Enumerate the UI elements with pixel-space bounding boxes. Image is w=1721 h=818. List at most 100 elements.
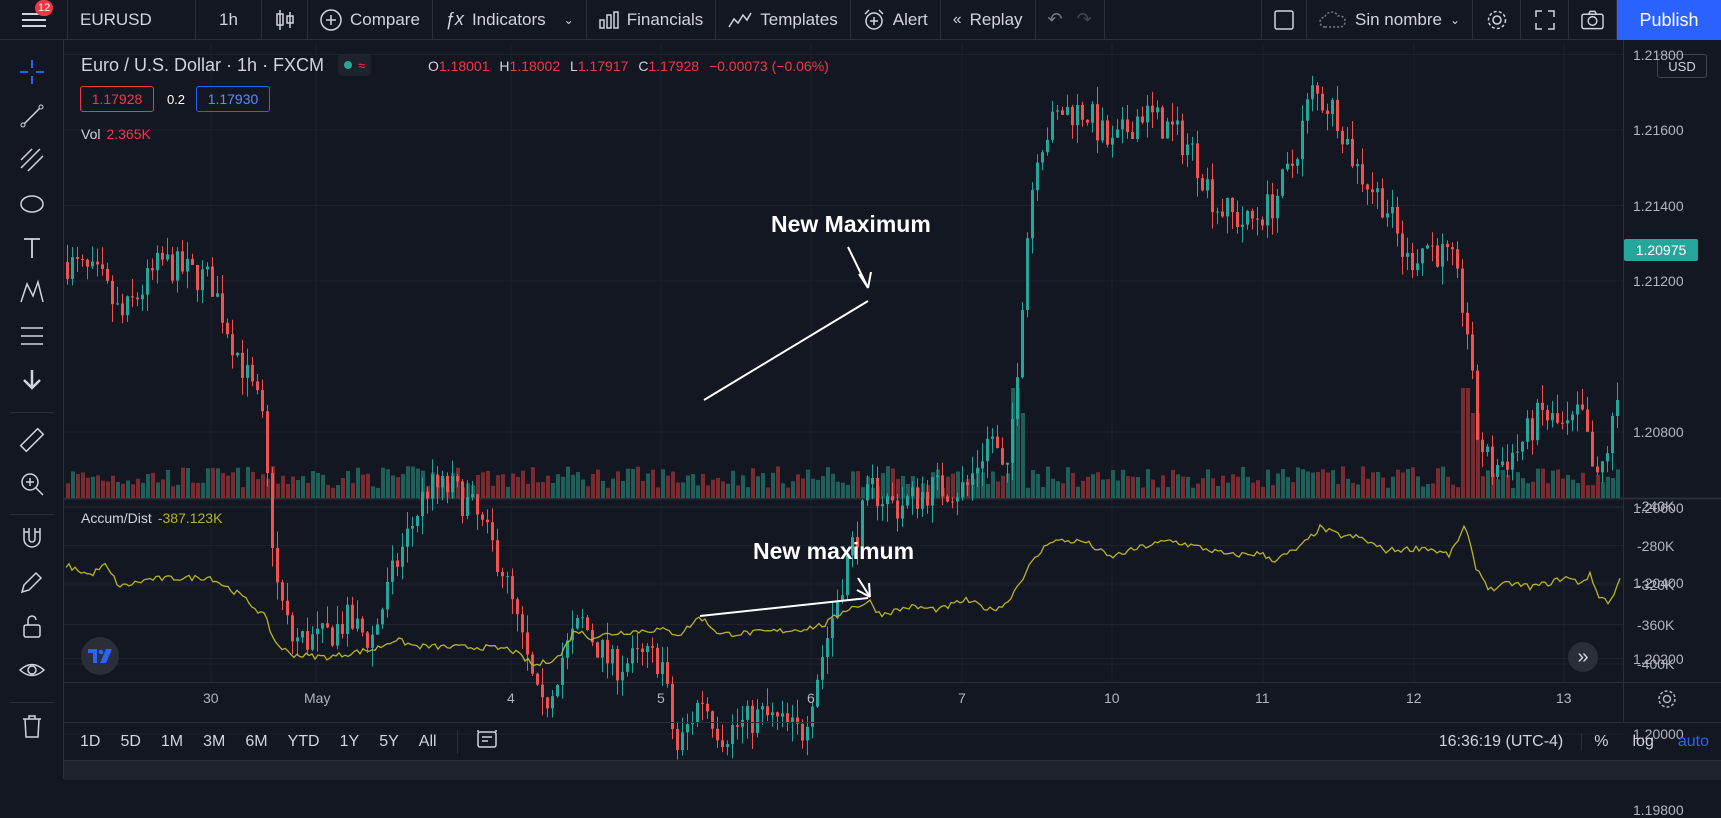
- range-button[interactable]: 1M: [160, 732, 184, 750]
- alert-button[interactable]: Alert: [851, 0, 941, 40]
- text-tool[interactable]: [18, 234, 46, 262]
- templates-button[interactable]: Templates: [716, 0, 851, 40]
- pitchfork-tool[interactable]: [18, 146, 46, 174]
- candle-body: [1086, 119, 1089, 123]
- candle-body: [1301, 120, 1304, 160]
- prediction-tool[interactable]: [18, 322, 46, 350]
- volume-bar: [1566, 474, 1570, 498]
- volume-bar: [591, 473, 595, 498]
- lock-drawings-tool[interactable]: [18, 612, 46, 640]
- range-button[interactable]: YTD: [287, 732, 320, 750]
- settings-button[interactable]: [1473, 0, 1521, 40]
- range-button[interactable]: 5D: [120, 732, 141, 750]
- candle-body: [1161, 107, 1164, 139]
- more-tools[interactable]: [18, 366, 46, 394]
- candle-body: [741, 719, 744, 727]
- buy-button[interactable]: 1.17930: [196, 86, 270, 112]
- volume-bar: [91, 476, 95, 498]
- volume-bar: [1161, 475, 1165, 498]
- trend-line-tool[interactable]: [18, 102, 46, 130]
- range-button[interactable]: 5Y: [379, 732, 399, 750]
- auto-scale-toggle[interactable]: auto: [1677, 733, 1709, 750]
- redo-icon[interactable]: ↷: [1076, 9, 1092, 29]
- market-status[interactable]: ≈: [338, 54, 372, 76]
- candle-body: [491, 522, 494, 541]
- layout-name-button[interactable]: Sin nombre ⌄: [1307, 0, 1473, 40]
- volume-bar: [336, 485, 340, 498]
- interval-button[interactable]: 1h: [196, 0, 262, 40]
- candle-body: [521, 614, 524, 633]
- hamburger-icon: [21, 12, 46, 27]
- percent-scale-toggle[interactable]: %: [1594, 733, 1609, 750]
- volume-bar: [171, 486, 175, 498]
- range-button[interactable]: 3M: [203, 732, 226, 750]
- candle-body: [671, 683, 674, 730]
- shapes-tool[interactable]: [18, 190, 46, 218]
- chart-canvas[interactable]: [0, 0, 1721, 779]
- volume-bar: [491, 485, 495, 498]
- symbol-search-button[interactable]: EURUSD: [68, 0, 196, 40]
- volume-bar: [1116, 480, 1120, 498]
- publish-button[interactable]: Publish: [1617, 0, 1721, 40]
- main-menu-button[interactable]: 12: [0, 0, 68, 40]
- pattern-tool[interactable]: [18, 278, 46, 306]
- currency-button[interactable]: USD: [1657, 54, 1707, 78]
- goto-date-button[interactable]: [468, 729, 506, 754]
- tradingview-logo[interactable]: [81, 637, 119, 675]
- range-button[interactable]: 1Y: [339, 732, 360, 750]
- volume-bar: [1326, 472, 1330, 498]
- date-range-separator: [456, 729, 458, 754]
- undo-icon[interactable]: ↶: [1047, 9, 1063, 29]
- indicator-tick-label: -240K: [1637, 498, 1675, 514]
- indicators-button[interactable]: ƒx Indicators ⌄: [433, 0, 587, 40]
- candle-body: [211, 266, 214, 297]
- chart-type-button[interactable]: [262, 0, 308, 40]
- zoom-tool[interactable]: [18, 470, 46, 498]
- volume-bar: [1151, 479, 1155, 498]
- magnet-tool[interactable]: [18, 524, 46, 552]
- remove-drawings-tool[interactable]: [18, 712, 46, 740]
- candle-body: [1051, 111, 1054, 140]
- hide-drawings-tool[interactable]: [18, 656, 46, 684]
- candle-body: [941, 475, 944, 497]
- indicator-annotation-text[interactable]: New maximum: [753, 538, 915, 564]
- stay-in-drawing-tool[interactable]: [18, 568, 46, 596]
- volume-bar: [721, 481, 725, 498]
- candle-body: [1561, 422, 1564, 424]
- volume-bar: [1356, 484, 1360, 498]
- price-annotation-text[interactable]: New Maximum: [771, 211, 931, 237]
- indicator-legend[interactable]: Accum/Dist -387.123K: [81, 510, 222, 526]
- range-button[interactable]: All: [418, 732, 437, 750]
- volume-bar: [851, 471, 855, 498]
- compare-button[interactable]: Compare: [308, 0, 433, 40]
- fullscreen-button[interactable]: [1521, 0, 1569, 40]
- ruler-tool[interactable]: [18, 426, 46, 454]
- range-button[interactable]: 1D: [80, 732, 101, 750]
- templates-icon: [728, 12, 752, 27]
- volume-bar: [346, 470, 350, 498]
- bar-chart-icon: [598, 10, 619, 29]
- volume-bar: [1501, 469, 1505, 498]
- sell-button[interactable]: 1.17928: [80, 86, 154, 112]
- snapshot-button[interactable]: [1569, 0, 1617, 40]
- candle-body: [1001, 448, 1004, 465]
- candle-body: [1156, 107, 1159, 113]
- candle-body: [1351, 139, 1354, 167]
- replay-button[interactable]: « Replay: [941, 0, 1036, 40]
- financials-button[interactable]: Financials: [587, 0, 717, 40]
- volume-legend[interactable]: Vol 2.365K: [81, 126, 151, 142]
- range-button[interactable]: 6M: [245, 732, 268, 750]
- layout-select-button[interactable]: [1261, 0, 1307, 40]
- crosshair-tool[interactable]: [18, 58, 46, 86]
- timezone-clock[interactable]: 16:36:19 (UTC-4): [1427, 733, 1583, 751]
- log-scale-toggle[interactable]: log: [1632, 733, 1654, 750]
- candle-body: [631, 648, 634, 664]
- scroll-to-realtime-button[interactable]: »: [1568, 642, 1598, 672]
- axis-settings-icon[interactable]: [1656, 688, 1678, 715]
- volume-bar: [1036, 474, 1040, 498]
- volume-bar: [121, 483, 125, 498]
- symbol-legend[interactable]: Euro / U.S. Dollar · 1h · FXCM ≈: [81, 54, 372, 76]
- volume-bar: [771, 472, 775, 498]
- candle-body: [426, 491, 429, 499]
- candle-body: [1471, 334, 1474, 371]
